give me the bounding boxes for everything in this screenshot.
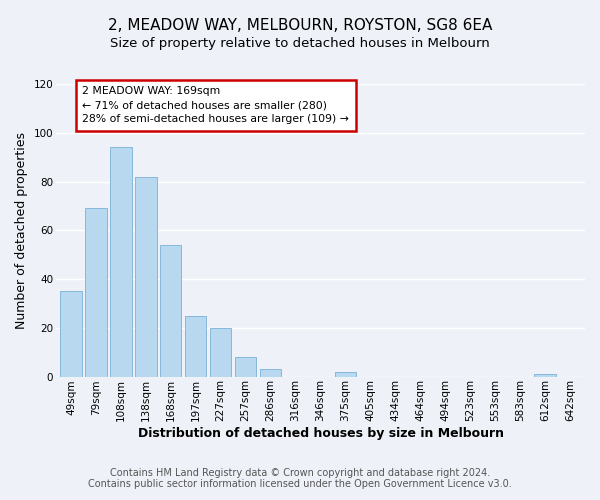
Text: Contains public sector information licensed under the Open Government Licence v3: Contains public sector information licen…	[88, 479, 512, 489]
Bar	[260, 369, 281, 376]
Bar	[185, 316, 206, 376]
Text: 2 MEADOW WAY: 169sqm
← 71% of detached houses are smaller (280)
28% of semi-deta: 2 MEADOW WAY: 169sqm ← 71% of detached h…	[82, 86, 349, 124]
Y-axis label: Number of detached properties: Number of detached properties	[15, 132, 28, 329]
Bar	[85, 208, 107, 376]
Bar	[210, 328, 232, 376]
Text: Contains HM Land Registry data © Crown copyright and database right 2024.: Contains HM Land Registry data © Crown c…	[110, 468, 490, 477]
Text: Size of property relative to detached houses in Melbourn: Size of property relative to detached ho…	[110, 38, 490, 51]
Bar	[160, 245, 181, 376]
Bar	[61, 291, 82, 376]
Text: 2, MEADOW WAY, MELBOURN, ROYSTON, SG8 6EA: 2, MEADOW WAY, MELBOURN, ROYSTON, SG8 6E…	[108, 18, 492, 32]
Bar	[235, 357, 256, 376]
Bar	[535, 374, 556, 376]
X-axis label: Distribution of detached houses by size in Melbourn: Distribution of detached houses by size …	[137, 427, 503, 440]
Bar	[110, 148, 131, 376]
Bar	[335, 372, 356, 376]
Bar	[135, 176, 157, 376]
